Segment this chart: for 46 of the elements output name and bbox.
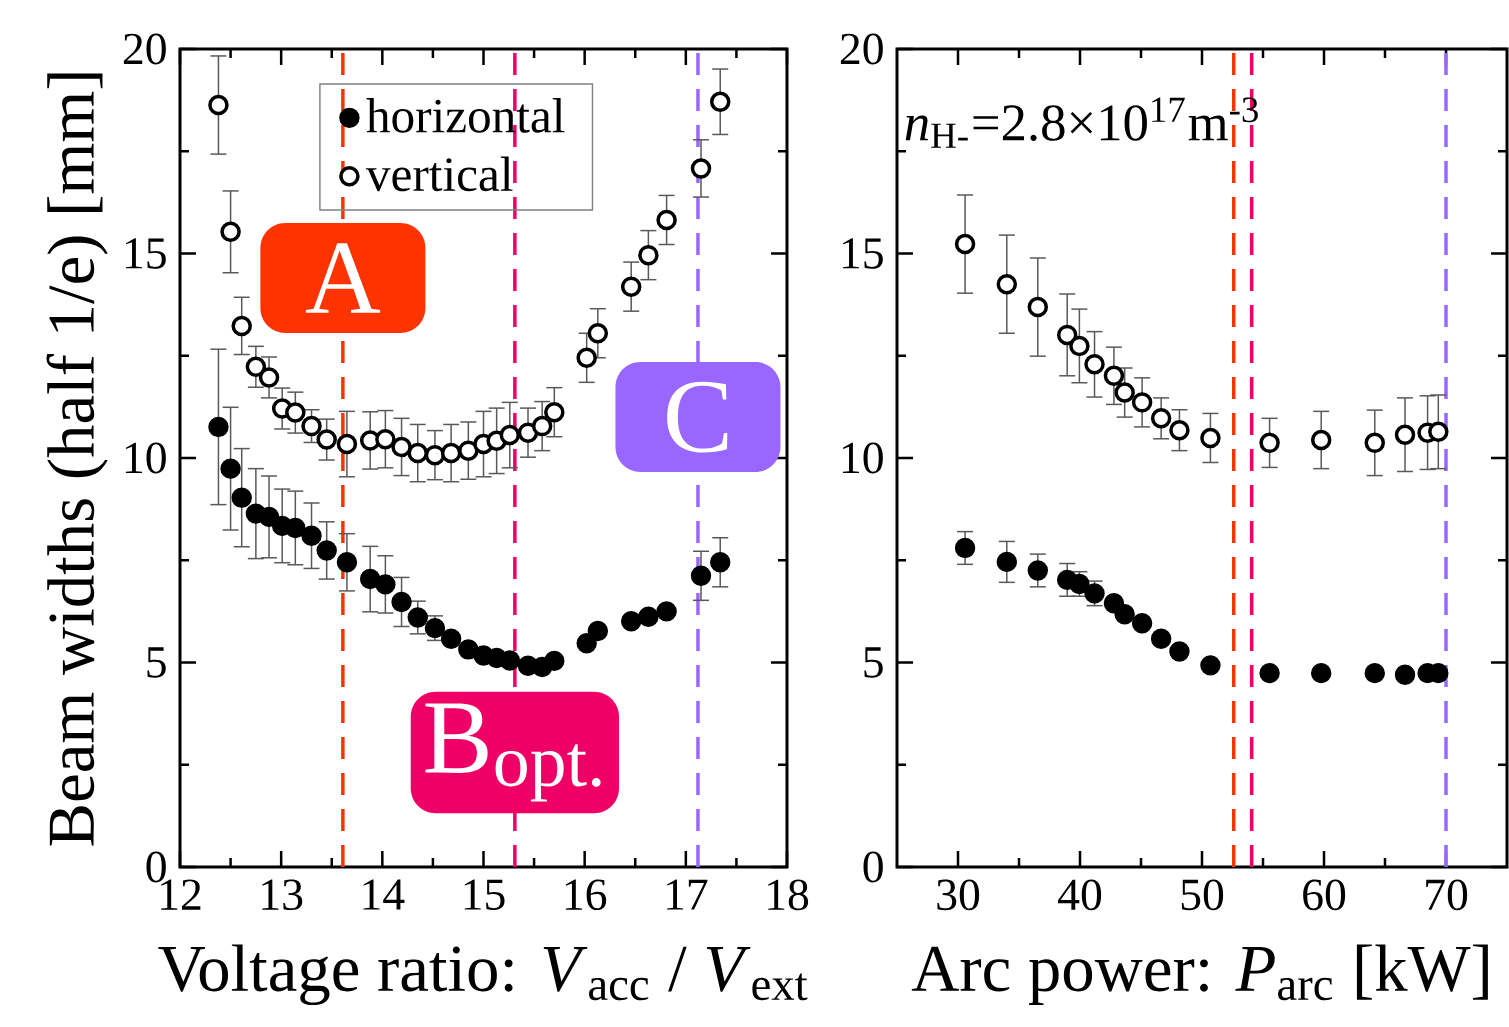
point xyxy=(1114,604,1135,625)
x-tick-label: 18 xyxy=(768,879,809,911)
y-axis-title: Beam widths (half 1/e) [mm] xyxy=(46,73,108,846)
point xyxy=(1259,662,1280,684)
point xyxy=(1311,662,1332,684)
y-tick-label: 15 xyxy=(842,238,883,269)
point xyxy=(499,650,521,671)
x-tick-label: 17 xyxy=(667,879,708,910)
legend-label: vertical xyxy=(365,156,513,192)
point xyxy=(587,620,609,642)
y-tick-label: 15 xyxy=(125,238,166,269)
point xyxy=(1200,655,1221,676)
x-tick-label: 60 xyxy=(1303,879,1346,911)
point xyxy=(544,650,565,672)
x-axis-title: Voltage ratio: V$_{acc}$ / V$_{ext}$ xyxy=(158,944,808,1006)
y-tick-label: 0 xyxy=(863,851,883,883)
x-tick-label: 30 xyxy=(937,879,980,911)
x-tick-label: 15 xyxy=(464,879,505,911)
ref-line-label: C xyxy=(667,381,728,453)
ref-line-label: A xyxy=(305,243,381,313)
y-tick-label: 5 xyxy=(147,647,166,678)
x-axis-title: Arc power: P$_{arc}$ [kW] xyxy=(911,944,1488,1005)
y-tick-label: 10 xyxy=(125,442,166,474)
point xyxy=(1150,628,1172,649)
point xyxy=(1394,664,1416,685)
point xyxy=(638,606,659,627)
ref-line-label: B$_{opt.}$ xyxy=(425,703,601,802)
point xyxy=(1169,641,1190,662)
x-tick-label: 14 xyxy=(363,879,405,910)
point xyxy=(1131,613,1153,634)
legend-label: horizontal xyxy=(366,98,565,133)
y-tick-label: 5 xyxy=(864,647,883,678)
point xyxy=(440,628,462,649)
x-tick-label: 16 xyxy=(565,879,607,911)
y-tick-label: 20 xyxy=(123,33,166,65)
point xyxy=(1364,662,1385,684)
x-tick-label: 13 xyxy=(262,879,303,911)
point xyxy=(656,601,677,622)
x-tick-label: 50 xyxy=(1181,879,1224,911)
point xyxy=(576,633,597,654)
x-tick-label: 40 xyxy=(1058,879,1102,911)
x-tick-label: 70 xyxy=(1426,879,1468,911)
point xyxy=(620,610,642,632)
y-tick-label: 10 xyxy=(842,442,883,474)
y-tick-label: 20 xyxy=(840,33,883,65)
annotation: n$_{H-}$=2.8×10$^{17}$m$^{-3}$ xyxy=(905,97,1258,148)
